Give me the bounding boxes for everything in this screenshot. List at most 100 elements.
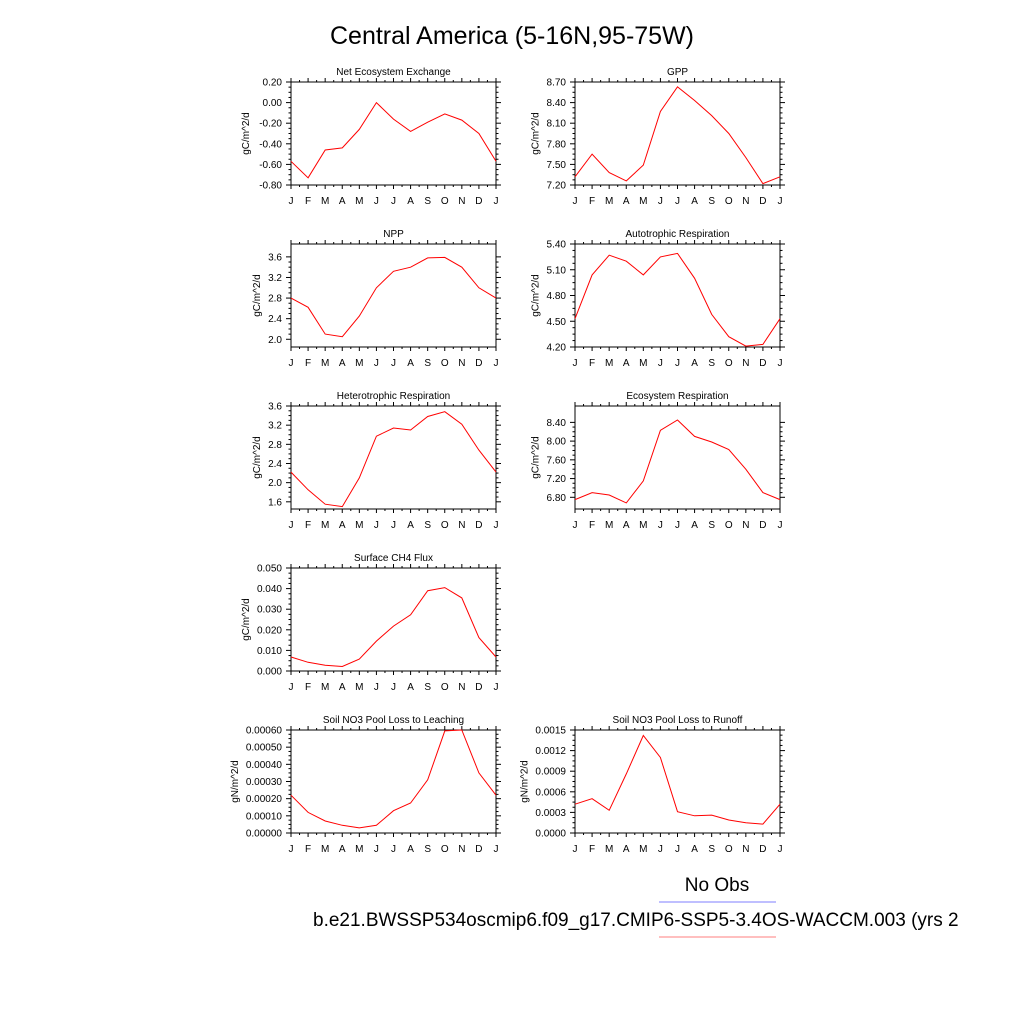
y-tick-label: 3.2 xyxy=(268,273,282,284)
x-tick-label: D xyxy=(475,844,482,855)
legend-label: No Obs xyxy=(685,875,749,896)
y-tick-label: 1.6 xyxy=(268,497,282,508)
x-tick-label: A xyxy=(407,358,414,369)
panel-title: Surface CH4 Flux xyxy=(354,553,433,564)
x-tick-label: M xyxy=(321,844,329,855)
y-tick-label: 8.10 xyxy=(547,119,567,130)
y-tick-label: 0.00 xyxy=(263,98,283,109)
x-tick-label: A xyxy=(339,196,346,207)
y-tick-label: 5.10 xyxy=(547,265,567,276)
x-tick-label: D xyxy=(759,358,766,369)
y-axis-label: gN/m^2/d xyxy=(230,760,241,803)
x-tick-label: A xyxy=(691,844,698,855)
panel-title: Soil NO3 Pool Loss to Leaching xyxy=(323,715,464,726)
panel-2: J F M A M J J A S O N D J7.207.507.808.108.408.70gC/… xyxy=(531,67,785,207)
y-tick-label: 4.50 xyxy=(547,317,567,328)
x-tick-label: D xyxy=(475,196,482,207)
x-tick-label: M xyxy=(321,682,329,693)
panel-1: J F M A M J J A S O N D J-0.80-0.60-0.40-0.200.000.2… xyxy=(241,67,501,207)
x-tick-label: J xyxy=(374,196,379,207)
y-tick-label: 2.8 xyxy=(268,440,282,451)
y-tick-label: 7.20 xyxy=(547,181,567,192)
x-tick-label: N xyxy=(742,844,749,855)
y-tick-label: 7.50 xyxy=(547,160,567,171)
x-tick-label: O xyxy=(725,358,733,369)
x-tick-label: M xyxy=(321,358,329,369)
x-tick-label: O xyxy=(725,844,733,855)
x-tick-label: J xyxy=(573,196,578,207)
x-tick-label: O xyxy=(725,520,733,531)
x-tick-label: J xyxy=(675,520,680,531)
x-tick-label: N xyxy=(458,358,465,369)
y-tick-label: 0.0015 xyxy=(535,726,566,737)
y-tick-label: 4.20 xyxy=(547,343,567,354)
x-tick-label: M xyxy=(321,196,329,207)
series-line xyxy=(290,729,497,829)
case-label: b.e21.BWSSP534oscmip6.f09_g17.CMIP6-SSP5… xyxy=(313,910,959,931)
series-line xyxy=(290,101,497,179)
x-tick-label: N xyxy=(742,358,749,369)
x-tick-label: A xyxy=(339,844,346,855)
x-tick-label: M xyxy=(639,358,647,369)
y-axis-label: gC/m^2/d xyxy=(531,436,542,479)
x-tick-label: S xyxy=(708,358,715,369)
y-tick-label: 3.6 xyxy=(268,402,282,413)
x-tick-label: J xyxy=(289,196,294,207)
y-tick-label: 8.70 xyxy=(547,78,567,89)
plot-frame xyxy=(290,81,497,186)
x-tick-label: O xyxy=(441,358,449,369)
y-tick-label: -0.80 xyxy=(259,181,282,192)
y-tick-label: 2.0 xyxy=(268,335,282,346)
panel-title: NPP xyxy=(383,229,404,240)
x-tick-label: N xyxy=(458,520,465,531)
x-tick-label: S xyxy=(424,844,431,855)
y-tick-label: -0.40 xyxy=(259,139,282,150)
x-tick-label: A xyxy=(623,844,630,855)
series-line xyxy=(574,252,781,347)
y-tick-label: 0.00050 xyxy=(246,743,283,754)
panel-title: Ecosystem Respiration xyxy=(626,391,728,402)
y-tick-label: 8.40 xyxy=(547,98,567,109)
panel-title: Net Ecosystem Exchange xyxy=(336,67,451,78)
x-tick-label: M xyxy=(639,844,647,855)
y-axis-label: gN/m^2/d xyxy=(519,760,530,803)
y-tick-label: 0.010 xyxy=(257,646,282,657)
x-tick-label: J xyxy=(658,196,663,207)
x-tick-label: A xyxy=(339,520,346,531)
x-tick-label: M xyxy=(355,196,363,207)
x-tick-label: J xyxy=(391,196,396,207)
plot-frame xyxy=(290,729,497,834)
x-tick-label: J xyxy=(391,682,396,693)
x-tick-label: M xyxy=(605,358,613,369)
x-tick-label: O xyxy=(441,196,449,207)
x-tick-label: J xyxy=(675,844,680,855)
x-tick-label: A xyxy=(407,520,414,531)
x-tick-label: J xyxy=(289,520,294,531)
x-tick-label: M xyxy=(355,358,363,369)
y-tick-label: 0.00040 xyxy=(246,760,283,771)
x-tick-label: J xyxy=(675,358,680,369)
x-tick-label: J xyxy=(391,358,396,369)
x-tick-label: J xyxy=(658,844,663,855)
x-tick-label: M xyxy=(605,520,613,531)
x-tick-label: J xyxy=(573,358,578,369)
x-tick-label: F xyxy=(589,844,595,855)
y-tick-label: 2.0 xyxy=(268,478,282,489)
x-tick-label: A xyxy=(339,358,346,369)
x-tick-label: F xyxy=(589,358,595,369)
x-tick-label: M xyxy=(321,520,329,531)
x-tick-label: J xyxy=(391,520,396,531)
y-tick-label: 8.00 xyxy=(547,437,567,448)
x-tick-label: J xyxy=(573,844,578,855)
y-tick-label: 0.050 xyxy=(257,564,282,575)
series-line xyxy=(574,86,781,185)
x-tick-label: F xyxy=(305,844,311,855)
y-tick-label: 7.20 xyxy=(547,474,567,485)
panel-title: Autotrophic Respiration xyxy=(626,229,730,240)
series-line xyxy=(290,256,497,338)
x-tick-label: D xyxy=(759,196,766,207)
x-tick-label: D xyxy=(475,682,482,693)
series-line xyxy=(290,411,497,508)
x-tick-label: J xyxy=(675,196,680,207)
